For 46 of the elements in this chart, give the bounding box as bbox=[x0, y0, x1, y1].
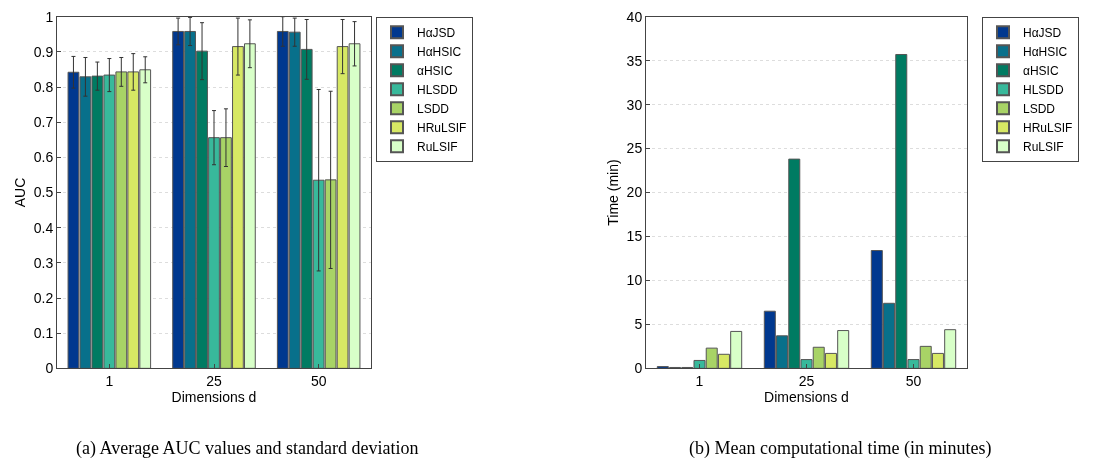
y-tick-label: 0.8 bbox=[33, 78, 54, 95]
y-tick-label: 0.4 bbox=[33, 219, 54, 236]
legend-label: HLSDD bbox=[1023, 82, 1065, 97]
legend-label: LSDD bbox=[417, 101, 450, 116]
y-tick-label: 20 bbox=[626, 184, 643, 201]
x-tick-label: 25 bbox=[798, 373, 815, 390]
x-tick-label: 25 bbox=[206, 373, 222, 390]
y-tick-label: 25 bbox=[626, 140, 643, 157]
y-tick-label: 30 bbox=[626, 96, 643, 113]
x-axis-title: Dimensions d bbox=[764, 389, 849, 406]
legend-label: HαJSD bbox=[1023, 25, 1062, 40]
y-tick-label: 1 bbox=[45, 8, 54, 25]
y-tick-label: 10 bbox=[626, 272, 643, 289]
y-tick-label: 0.3 bbox=[33, 254, 54, 271]
y-tick-label: 0.1 bbox=[33, 325, 54, 342]
y-tick-label: 15 bbox=[626, 228, 643, 245]
legend-label: HRuLSIF bbox=[1023, 120, 1073, 135]
legend-label: αHSIC bbox=[1023, 63, 1059, 78]
text: (b) Mean computational time (in minutes) bbox=[689, 438, 992, 459]
x-tick-label: 1 bbox=[105, 373, 114, 390]
legend-label: RuLSIF bbox=[417, 139, 458, 154]
legend-label: RuLSIF bbox=[1023, 139, 1064, 154]
y-tick-label: 0 bbox=[634, 360, 643, 377]
y-tick-label: 0.7 bbox=[33, 114, 54, 131]
text: (a) Average AUC values and standard deviation bbox=[76, 438, 419, 459]
y-tick-label: 5 bbox=[634, 316, 643, 333]
y-tick-label: 0.6 bbox=[33, 149, 54, 166]
y-tick-label: 35 bbox=[626, 52, 643, 69]
y-tick-label: 0.2 bbox=[33, 289, 54, 306]
legend-label: αHSIC bbox=[417, 63, 453, 78]
y-tick-label: 0.9 bbox=[33, 43, 54, 60]
legend-label: HLSDD bbox=[417, 82, 459, 97]
y-axis-title: AUC bbox=[12, 177, 29, 208]
y-tick-label: 40 bbox=[626, 8, 643, 25]
legend-label: HαHSIC bbox=[417, 44, 462, 59]
y-axis-title: Time (min) bbox=[605, 159, 622, 226]
x-tick-label: 50 bbox=[905, 373, 922, 390]
x-axis-title: Dimensions d bbox=[171, 389, 257, 406]
legend-label: LSDD bbox=[1023, 101, 1056, 116]
legend-label: HαJSD bbox=[417, 25, 456, 40]
x-tick-label: 1 bbox=[695, 373, 704, 390]
legend-label: HαHSIC bbox=[1023, 44, 1068, 59]
y-tick-label: 0.5 bbox=[33, 184, 54, 201]
x-tick-label: 50 bbox=[310, 373, 327, 390]
legend-label: HRuLSIF bbox=[417, 120, 467, 135]
y-tick-label: 0 bbox=[45, 360, 54, 377]
